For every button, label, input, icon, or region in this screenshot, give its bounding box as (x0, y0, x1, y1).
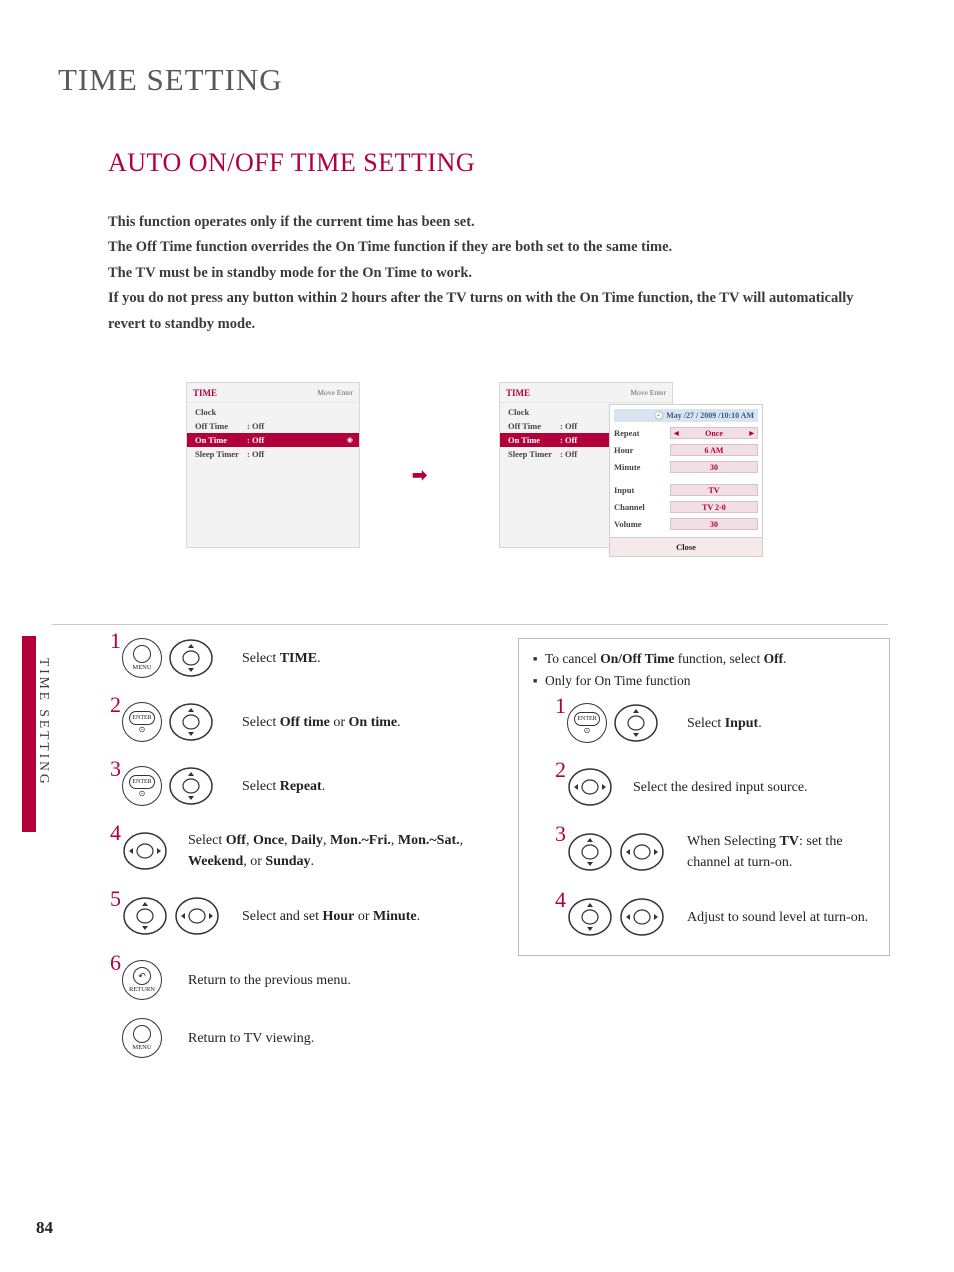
sub-step-2: 2 Select the desired input source. (555, 767, 875, 807)
intro-paragraph: This function operates only if the curre… (108, 210, 878, 337)
page-number: 84 (36, 1218, 53, 1238)
dpad-leftright-icon (619, 897, 665, 937)
dpad-leftright-icon (567, 767, 613, 807)
panel-row-volume: Volume30 (614, 517, 758, 531)
panel-row-minute: Minute30 (614, 460, 758, 474)
dpad-updown-icon (122, 896, 168, 936)
step-7: MENU Return to TV viewing. (110, 1018, 495, 1058)
step-number-2: 2 (555, 757, 566, 783)
dpad-updown-icon (168, 702, 214, 742)
note-ontime-only: Only for On Time function (533, 673, 875, 689)
panel-row-hour: Hour6 AM (614, 443, 758, 457)
page-title: TIME SETTING (58, 62, 283, 98)
step-number-4: 4 (110, 820, 121, 846)
dpad-updown-icon (567, 832, 613, 872)
dpad-leftright-icon (174, 896, 220, 936)
panel-row-repeat: RepeatOnce (614, 426, 758, 440)
section-title: AUTO ON/OFF TIME SETTING (108, 148, 475, 178)
sub-step-1: 1 ENTER⊙ Select Input. (555, 703, 875, 743)
main-steps: 1 MENU Select TIME. 2 ENTER⊙ Select Off … (110, 638, 495, 1076)
osd-hint: Move Enter (317, 388, 353, 397)
divider (52, 624, 888, 625)
osd-row-ontime-highlighted: On Time: Off◉ (187, 433, 359, 447)
intro-l1: This function operates only if the curre… (108, 214, 475, 230)
panel-row-input: InputTV (614, 483, 758, 497)
panel-row-channel: ChannelTV 2-0 (614, 500, 758, 514)
step-number-4: 4 (555, 887, 566, 913)
input-selector[interactable]: TV (670, 484, 758, 496)
arrow-right-icon: ➡ (412, 465, 427, 486)
enter-icon: ◉ (347, 436, 353, 444)
minute-selector[interactable]: 30 (670, 461, 758, 473)
step-number-5: 5 (110, 886, 121, 912)
repeat-selector[interactable]: Once (670, 427, 758, 439)
dpad-leftright-icon (122, 831, 168, 871)
dpad-updown-icon (567, 897, 613, 937)
step-5: 5 Select and set Hour or Minute. (110, 896, 495, 936)
return-button-icon: ↶RETURN (122, 960, 162, 1000)
enter-button-icon: ENTER⊙ (567, 703, 607, 743)
channel-selector[interactable]: TV 2-0 (670, 501, 758, 513)
notes-box: To cancel On/Off Time function, select O… (518, 638, 890, 956)
sub-step-4: 4 Adjust to sound level at turn-on. (555, 897, 875, 937)
panel-datetime: 🕘 May /27 / 2009 /10:10 AM (614, 409, 758, 422)
menu-button-icon: MENU (122, 1018, 162, 1058)
volume-selector[interactable]: 30 (670, 518, 758, 530)
dpad-updown-icon (168, 638, 214, 678)
osd-row-clock: Clock (187, 405, 359, 419)
dpad-leftright-icon (619, 832, 665, 872)
osd-time-menu-before: TIME Move Enter Clock Off Time: Off On T… (186, 382, 360, 548)
osd-row-offtime: Off Time: Off (187, 419, 359, 433)
step-number-1: 1 (110, 628, 121, 654)
step-3: 3 ENTER⊙ Select Repeat. (110, 766, 495, 806)
step-number-6: 6 (110, 950, 121, 976)
close-button[interactable]: Close (610, 537, 762, 556)
dpad-updown-icon (613, 703, 659, 743)
step-6: 6 ↶RETURN Return to the previous menu. (110, 960, 495, 1000)
menu-button-icon: MENU (122, 638, 162, 678)
clock-icon: 🕘 (654, 411, 666, 420)
on-time-settings-panel: 🕘 May /27 / 2009 /10:10 AM RepeatOnce Ho… (609, 404, 763, 557)
step-1: 1 MENU Select TIME. (110, 638, 495, 678)
dpad-updown-icon (168, 766, 214, 806)
osd-hint: Move Enter (630, 388, 666, 397)
side-label: TIME SETTING (36, 658, 52, 787)
section-tab (22, 636, 36, 832)
enter-button-icon: ENTER⊙ (122, 702, 162, 742)
osd-title: TIME (506, 388, 530, 398)
step-2: 2 ENTER⊙ Select Off time or On time. (110, 702, 495, 742)
enter-button-icon: ENTER⊙ (122, 766, 162, 806)
sub-step-3: 3 When Selecting TV: set the channel at … (555, 831, 875, 873)
step-number-1: 1 (555, 693, 566, 719)
step-number-3: 3 (110, 756, 121, 782)
osd-title: TIME (193, 388, 217, 398)
osd-row-sleep: Sleep Timer: Off (187, 447, 359, 461)
note-cancel: To cancel On/Off Time function, select O… (533, 651, 875, 667)
hour-selector[interactable]: 6 AM (670, 444, 758, 456)
step-number-3: 3 (555, 821, 566, 847)
step-number-2: 2 (110, 692, 121, 718)
step-4: 4 Select Off, Once, Daily, Mon.~Fri., Mo… (110, 830, 495, 872)
